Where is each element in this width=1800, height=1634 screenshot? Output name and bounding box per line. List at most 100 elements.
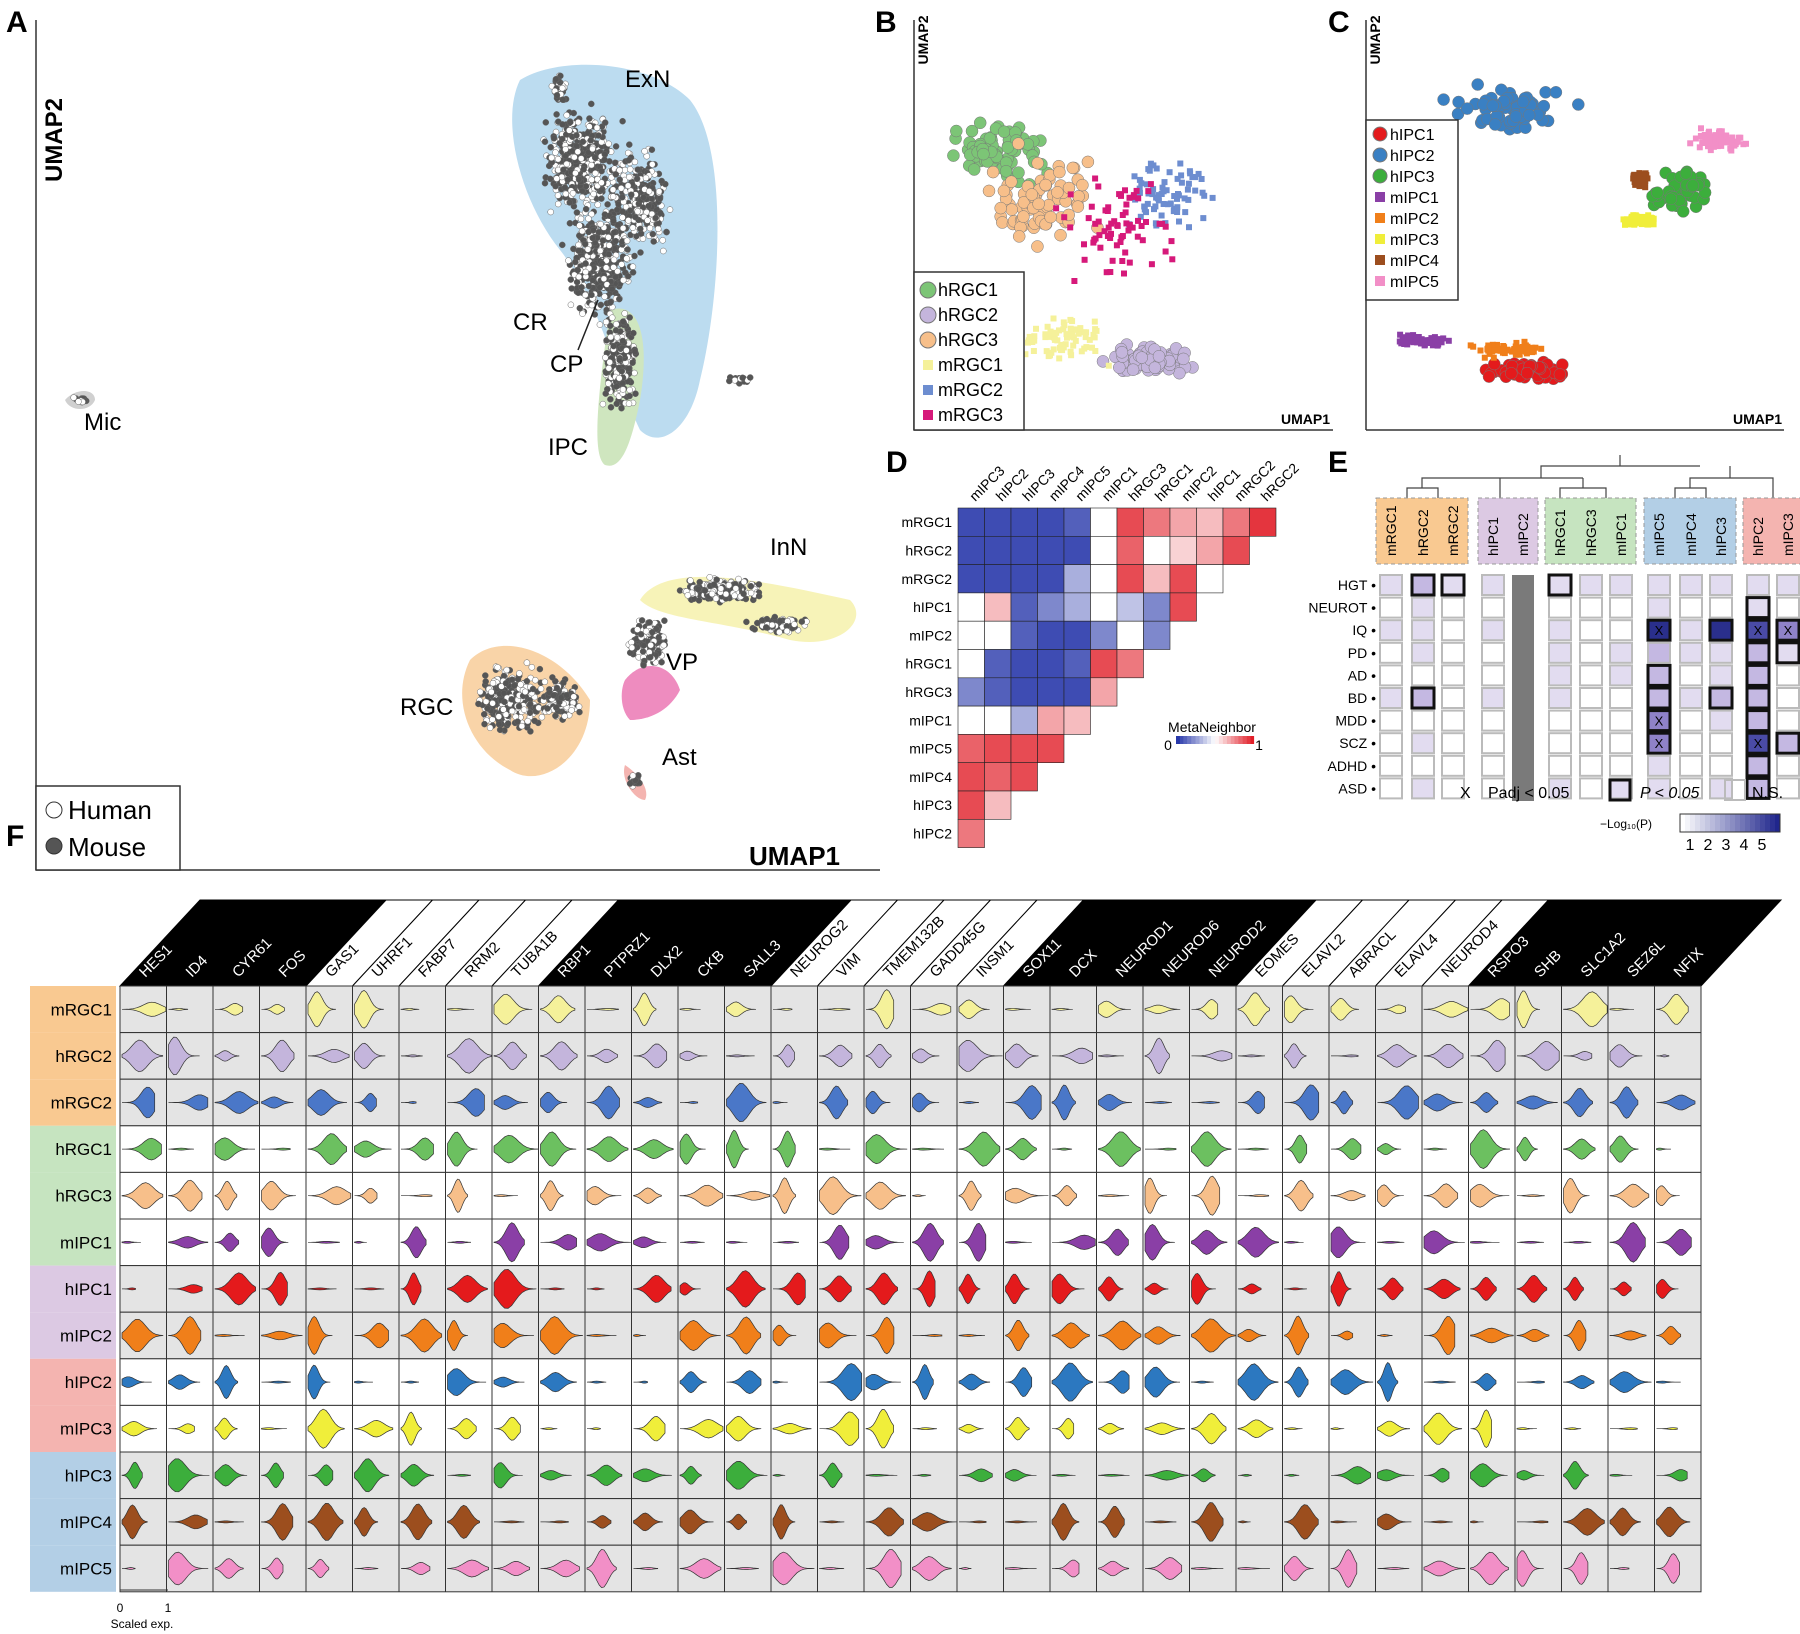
panel-b-ylabel: UMAP2 bbox=[915, 15, 931, 64]
scatter-point-a bbox=[598, 167, 605, 175]
heatmap-cell bbox=[1116, 592, 1144, 622]
scalebar-step bbox=[1755, 814, 1761, 832]
scatter-point-a bbox=[659, 237, 666, 244]
enrichment-cell bbox=[1379, 619, 1403, 642]
scatter-point-b bbox=[1060, 326, 1067, 333]
enrichment-row-label: HGT • bbox=[1338, 577, 1376, 593]
scatter-point-a bbox=[582, 260, 589, 267]
scatter-point-a bbox=[717, 585, 725, 592]
heatmap-cell bbox=[957, 649, 985, 679]
scatter-point-b bbox=[1121, 270, 1127, 277]
scatter-point-a bbox=[575, 273, 583, 281]
scatter-point-a bbox=[608, 314, 616, 321]
scatter-point-a bbox=[633, 175, 641, 183]
heatmap-row-label: hRGC2 bbox=[905, 542, 952, 558]
enrichment-cell bbox=[1679, 641, 1703, 664]
colorbar-step bbox=[1176, 736, 1180, 744]
scatter-point-a bbox=[631, 252, 638, 260]
scatter-point-a bbox=[663, 228, 670, 236]
scatter-point-a bbox=[594, 201, 601, 208]
scatter-point-a bbox=[618, 368, 626, 375]
scatter-point-a bbox=[624, 272, 632, 280]
scatter-point-a bbox=[500, 706, 507, 713]
colorbar-step bbox=[1218, 736, 1223, 744]
enrichment-padj-mark: X bbox=[1754, 623, 1763, 638]
legend-marker-b bbox=[923, 410, 933, 420]
violin-row-label: hIPC2 bbox=[65, 1373, 112, 1392]
violin-row-label: hIPC1 bbox=[65, 1280, 112, 1299]
enrichment-cell bbox=[1579, 777, 1603, 800]
scatter-point-a bbox=[616, 295, 623, 303]
scatter-point-a bbox=[556, 140, 563, 147]
scatter-point-a bbox=[652, 214, 659, 222]
colorbar-step bbox=[1191, 736, 1196, 744]
colorbar-step bbox=[1199, 736, 1204, 744]
enrichment-cell bbox=[1441, 619, 1465, 642]
enrichment-cell bbox=[1548, 687, 1572, 709]
heatmap-cell bbox=[984, 592, 1012, 622]
scatter-point-b bbox=[973, 116, 987, 130]
legend-marker-c bbox=[1375, 234, 1385, 244]
enrichment-row-label: ASD • bbox=[1338, 780, 1376, 796]
panel-e-legend-x: X bbox=[1460, 785, 1471, 802]
enrichment-cell bbox=[1441, 732, 1465, 755]
heatmap-cell bbox=[984, 677, 1012, 707]
scatter-point-a bbox=[587, 137, 595, 144]
enrichment-cell bbox=[1548, 754, 1572, 777]
scatter-point-a bbox=[604, 201, 611, 208]
scatter-point-c bbox=[1723, 132, 1730, 139]
scatter-point-b bbox=[1138, 180, 1145, 187]
violin-row-label: mIPC3 bbox=[60, 1420, 112, 1439]
scatter-point-b bbox=[1057, 346, 1064, 353]
enrichment-cell bbox=[1709, 596, 1733, 619]
legend-mouse-marker bbox=[45, 837, 63, 855]
scatter-point-a bbox=[731, 377, 739, 384]
panel-letter-d: D bbox=[886, 446, 908, 479]
scatter-point-b bbox=[1077, 325, 1084, 332]
scatter-point-b bbox=[1064, 334, 1070, 341]
enrichment-cell bbox=[1481, 709, 1505, 732]
legend-label-c: hIPC1 bbox=[1390, 127, 1435, 144]
heatmap-cell bbox=[1037, 649, 1065, 679]
scatter-point-a bbox=[567, 276, 575, 283]
scatter-point-b bbox=[1056, 355, 1063, 362]
scatter-point-a bbox=[568, 285, 575, 292]
scatter-point-a bbox=[529, 685, 537, 693]
cluster-hull-vp bbox=[621, 666, 680, 720]
scalebar-step bbox=[1685, 814, 1691, 832]
enrichment-cell bbox=[1481, 574, 1505, 596]
panel-d-colorbar bbox=[1176, 736, 1255, 744]
heatmap-cell bbox=[984, 620, 1012, 650]
scatter-point-a bbox=[574, 148, 582, 155]
dendrogram-path bbox=[1406, 455, 1774, 498]
scatter-point-b bbox=[1182, 209, 1189, 216]
heatmap-row-label: mIPC2 bbox=[909, 627, 952, 643]
scatter-point-b bbox=[1173, 366, 1186, 380]
enrichment-cell bbox=[1379, 574, 1403, 596]
cluster-hull-small-1 bbox=[651, 367, 689, 403]
scatter-point-a bbox=[751, 626, 758, 633]
scatter-point-c bbox=[1639, 214, 1646, 221]
scatter-point-a bbox=[526, 709, 534, 717]
scatter-point-a bbox=[628, 191, 635, 198]
scatter-point-a bbox=[612, 237, 619, 245]
scatter-point-a bbox=[591, 154, 599, 161]
scatter-point-a bbox=[527, 728, 534, 735]
scatter-point-a bbox=[626, 173, 633, 181]
scalebar-step bbox=[1750, 814, 1756, 832]
scatter-point-b bbox=[1097, 244, 1104, 251]
scatter-point-c bbox=[1645, 221, 1652, 228]
scatter-point-a bbox=[515, 703, 523, 710]
enrichment-cell bbox=[1579, 732, 1603, 755]
scatter-point-b bbox=[1067, 325, 1074, 332]
legend-label-b: mRGC3 bbox=[938, 405, 1003, 425]
scatter-point-a bbox=[629, 772, 637, 779]
enrichment-cell bbox=[1679, 709, 1703, 732]
scatter-point-a bbox=[572, 169, 579, 177]
legend-marker-c bbox=[1375, 276, 1385, 286]
colorbar-step bbox=[1230, 736, 1235, 744]
scatter-point-c bbox=[1485, 342, 1492, 349]
colorbar-step bbox=[1195, 736, 1200, 744]
heatmap-cell bbox=[1037, 677, 1065, 707]
scatter-point-b bbox=[1177, 160, 1184, 167]
